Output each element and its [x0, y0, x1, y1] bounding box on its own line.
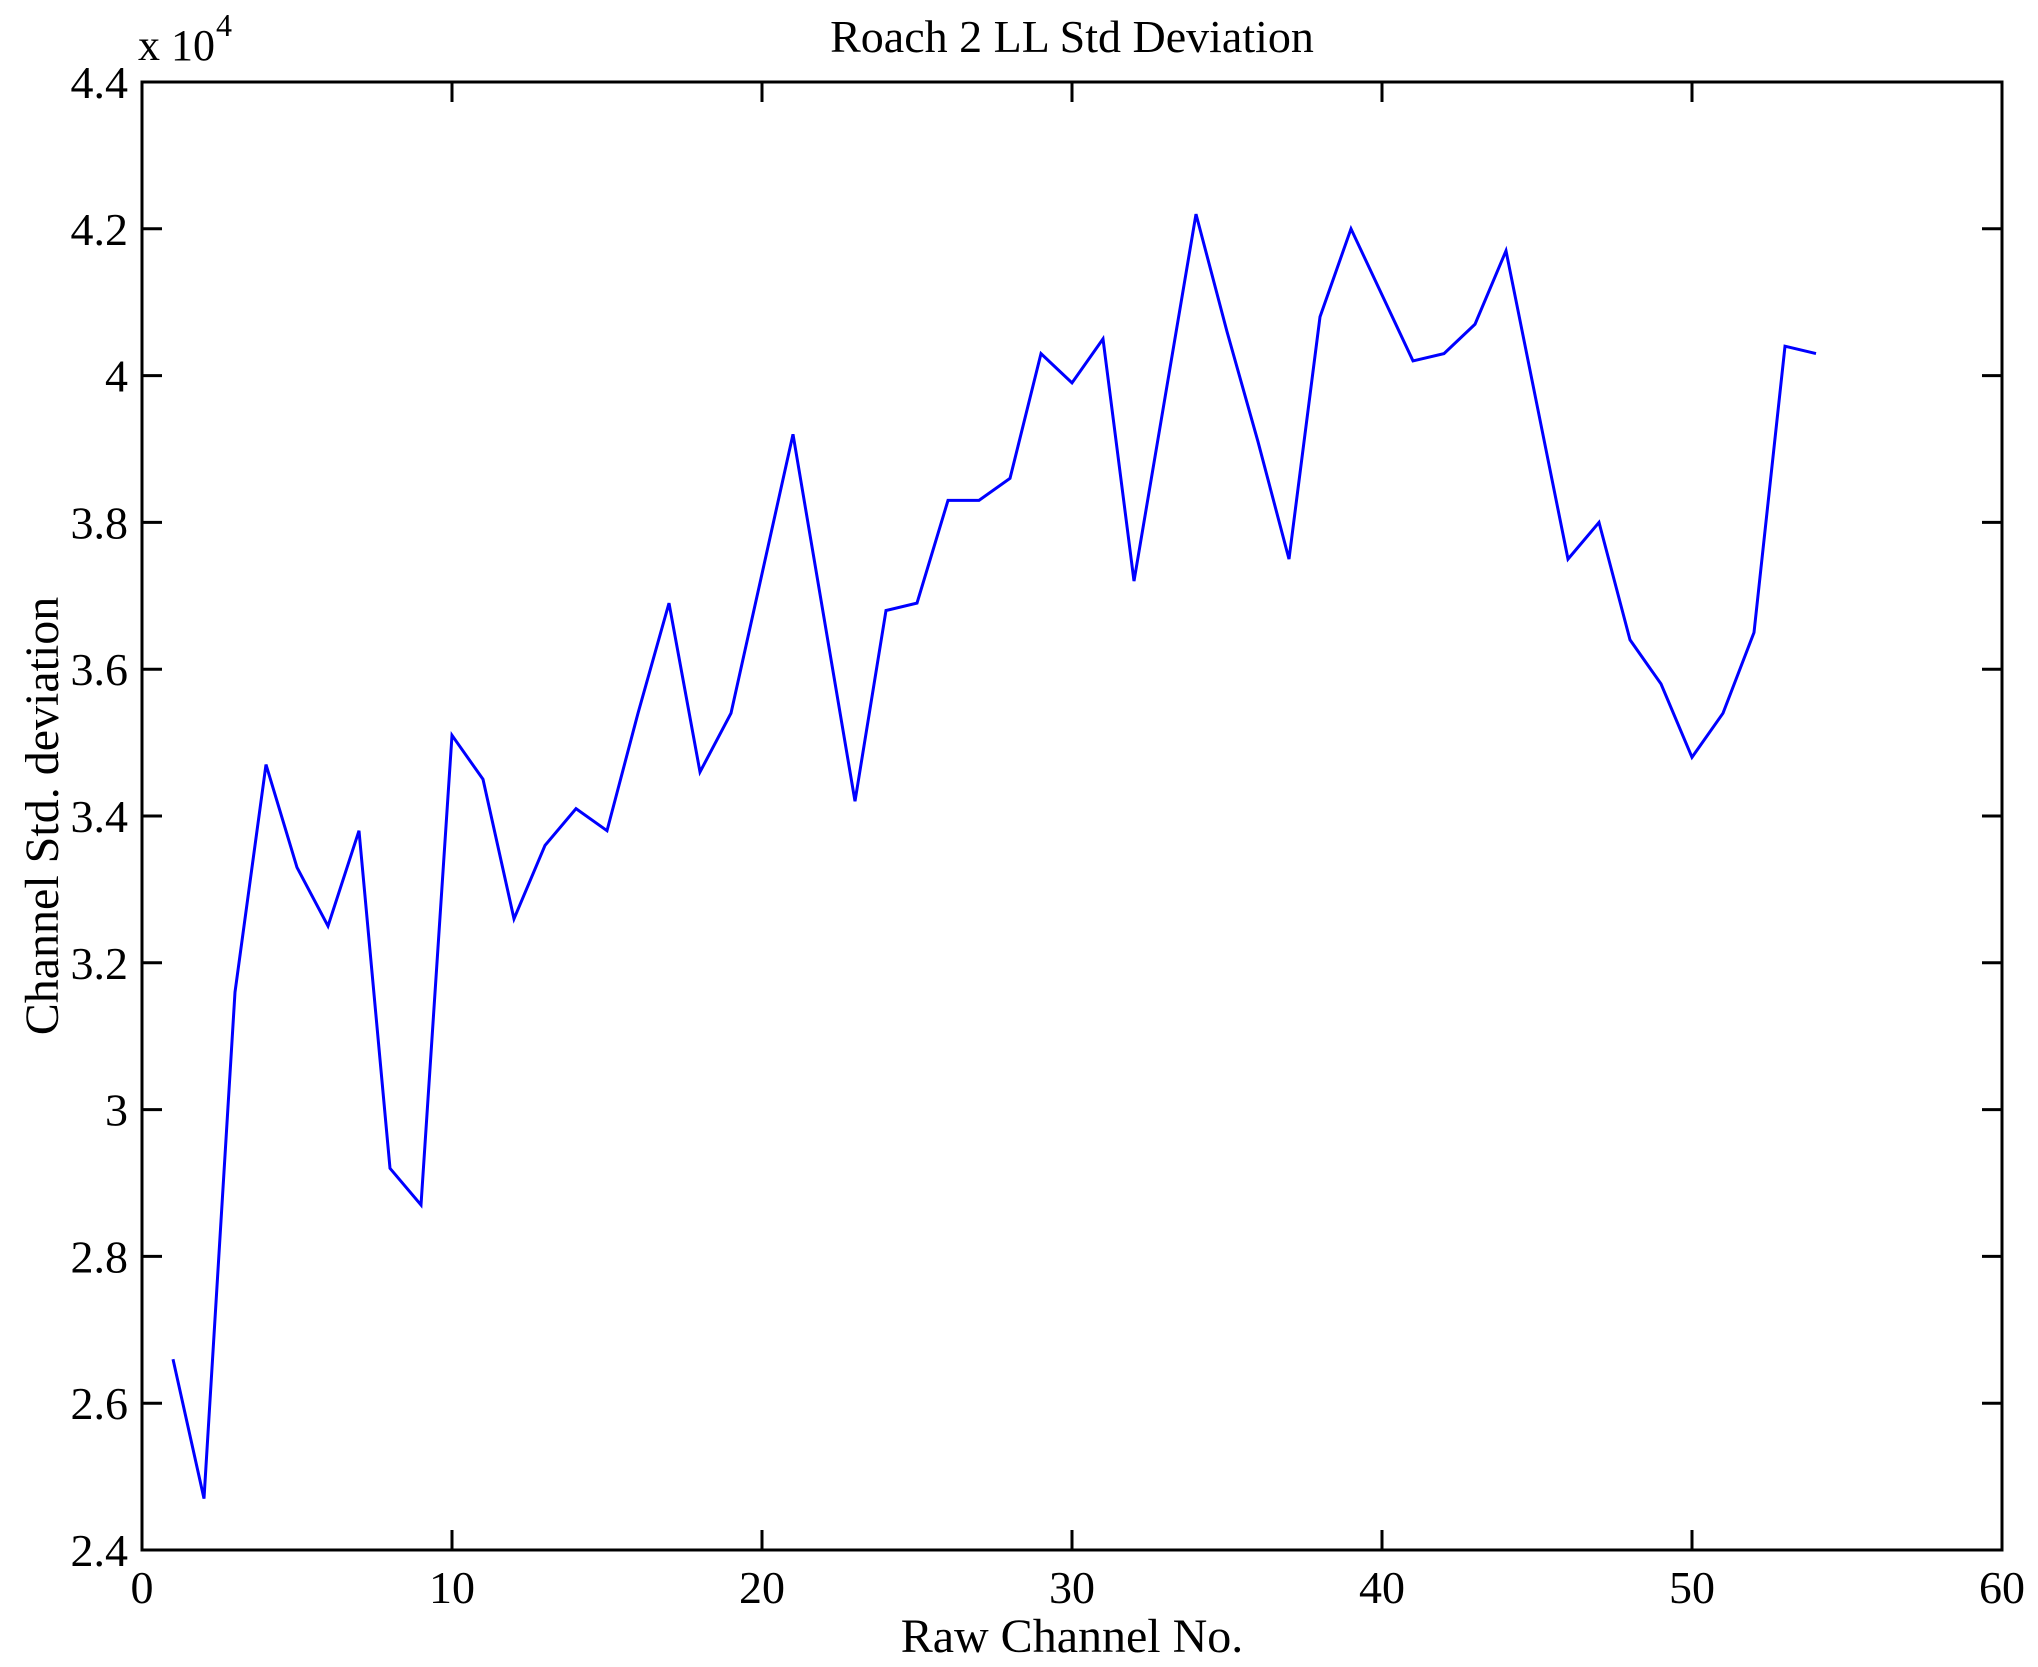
y-tick-label: 2.6: [71, 1378, 129, 1429]
x-tick-label: 30: [1049, 1562, 1095, 1613]
y-tick-label: 3.4: [71, 791, 129, 842]
tick-marks: [140, 80, 2004, 1552]
y-tick-label: 2.4: [71, 1525, 129, 1576]
y-scale-exponent: 4: [216, 7, 232, 43]
x-tick-label: 50: [1669, 1562, 1715, 1613]
x-tick-label: 0: [131, 1562, 154, 1613]
y-tick-label: 2.8: [71, 1231, 129, 1282]
chart-title: Roach 2 LL Std Deviation: [830, 11, 1314, 62]
x-axis-label: Raw Channel No.: [901, 1610, 1244, 1663]
axis-frame: [140, 80, 2004, 1552]
data-line: [171, 213, 1817, 1499]
y-tick-label: 3.2: [71, 938, 129, 989]
x-tick-label: 20: [739, 1562, 785, 1613]
y-axis-label: Channel Std. deviation: [16, 597, 69, 1036]
x-tick-label: 60: [1979, 1562, 2025, 1613]
y-tick-label: 3: [105, 1085, 128, 1136]
x-tick-label: 40: [1359, 1562, 1405, 1613]
y-tick-label: 4.2: [71, 204, 129, 255]
y-tick-labels: 2.4 2.6 2.8 3 3.2 3.4 3.6 3.8 4 4.2 4.4: [71, 57, 129, 1576]
y-tick-label: 4.4: [71, 57, 129, 108]
y-tick-label: 3.6: [71, 644, 129, 695]
y-tick-label: 4: [105, 351, 128, 402]
y-tick-label: 3.8: [71, 497, 129, 548]
axis-box: [140, 80, 2004, 1552]
data-series: [171, 213, 1817, 1499]
y-scale-multiplier: x 10: [138, 21, 215, 70]
x-tick-label: 10: [429, 1562, 475, 1613]
x-tick-labels: 0 10 20 30 40 50 60: [131, 1562, 2026, 1613]
